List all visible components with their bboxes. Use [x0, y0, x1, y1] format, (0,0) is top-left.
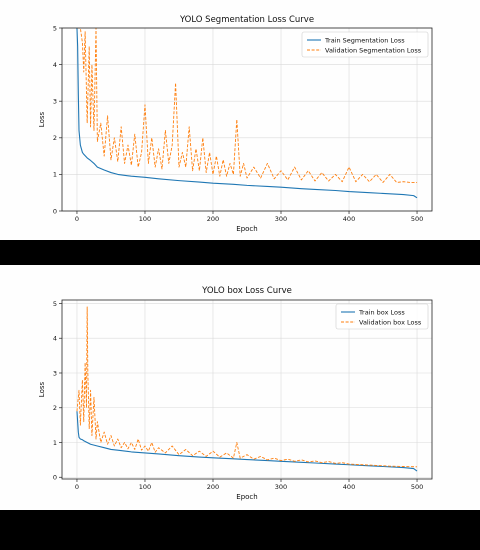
- segmentation-loss-chart: 0 100 200 300 400 500 0 1 2 3 4 5 YOLO Segmentation …: [38, 15, 433, 233]
- x-axis-label: Epoch: [236, 493, 257, 501]
- validation-loss-line: [76, 306, 418, 468]
- y-tick-label: 5: [53, 24, 57, 32]
- box-loss-chart: 0 100 200 300 400 500 0 1 2 3 4 5 YOLO box Loss Curv…: [38, 286, 433, 501]
- x-tick-label: 0: [75, 215, 79, 223]
- train-loss-line: [76, 411, 418, 472]
- y-tick-label: 1: [53, 171, 57, 179]
- x-tick-label: 100: [139, 215, 151, 223]
- legend-label: Validation Segmentation Loss: [325, 46, 422, 54]
- train-loss-line: [76, 28, 418, 199]
- y-tick-label: 2: [53, 404, 57, 412]
- y-axis-label: Loss: [38, 111, 46, 127]
- legend-label: Train Segmentation Loss: [324, 36, 405, 44]
- y-tick-label: 1: [53, 439, 57, 447]
- x-tick-label: 400: [343, 483, 355, 491]
- legend-box: [335, 303, 429, 330]
- y-tick-label: 3: [53, 369, 57, 377]
- chart-title: YOLO Segmentation Loss Curve: [179, 15, 314, 25]
- validation-loss-line: [76, 28, 418, 183]
- segmentation-chart-panel: 0 100 200 300 400 500 0 1 2 3 4 5 YOLO Segmentation …: [0, 0, 480, 240]
- x-tick-label: 500: [411, 483, 423, 491]
- chart-title: YOLO box Loss Curve: [201, 286, 292, 296]
- x-tick-label: 100: [139, 483, 151, 491]
- x-axis-label: Epoch: [236, 225, 257, 233]
- y-tick-label: 0: [53, 474, 57, 482]
- legend: Train box Loss Validation box Loss: [335, 303, 429, 330]
- x-tick-label: 0: [75, 483, 79, 491]
- x-tick-label: 300: [275, 483, 287, 491]
- plot-frame: [61, 299, 433, 480]
- y-axis-label: Loss: [38, 381, 46, 397]
- x-tick-label: 400: [343, 215, 355, 223]
- y-tick-label: 5: [53, 300, 57, 308]
- legend-label: Validation box Loss: [359, 318, 422, 326]
- grid: [62, 300, 432, 479]
- y-tick-label: 3: [53, 98, 57, 106]
- y-tick-label: 4: [53, 61, 57, 69]
- x-tick-label: 200: [207, 215, 219, 223]
- x-tick-label: 500: [411, 215, 423, 223]
- x-tick-label: 200: [207, 483, 219, 491]
- box-chart-panel: 0 100 200 300 400 500 0 1 2 3 4 5 YOLO box Loss Curv…: [0, 265, 480, 510]
- y-tick-label: 0: [53, 207, 57, 215]
- y-tick-label: 2: [53, 134, 57, 142]
- y-tick-label: 4: [53, 335, 57, 343]
- legend-box: [301, 31, 429, 58]
- legend-label: Train box Loss: [358, 308, 405, 316]
- x-tick-label: 300: [275, 215, 287, 223]
- plot-frame: [61, 27, 433, 212]
- legend: Train Segmentation Loss Validation Segmen…: [301, 31, 429, 58]
